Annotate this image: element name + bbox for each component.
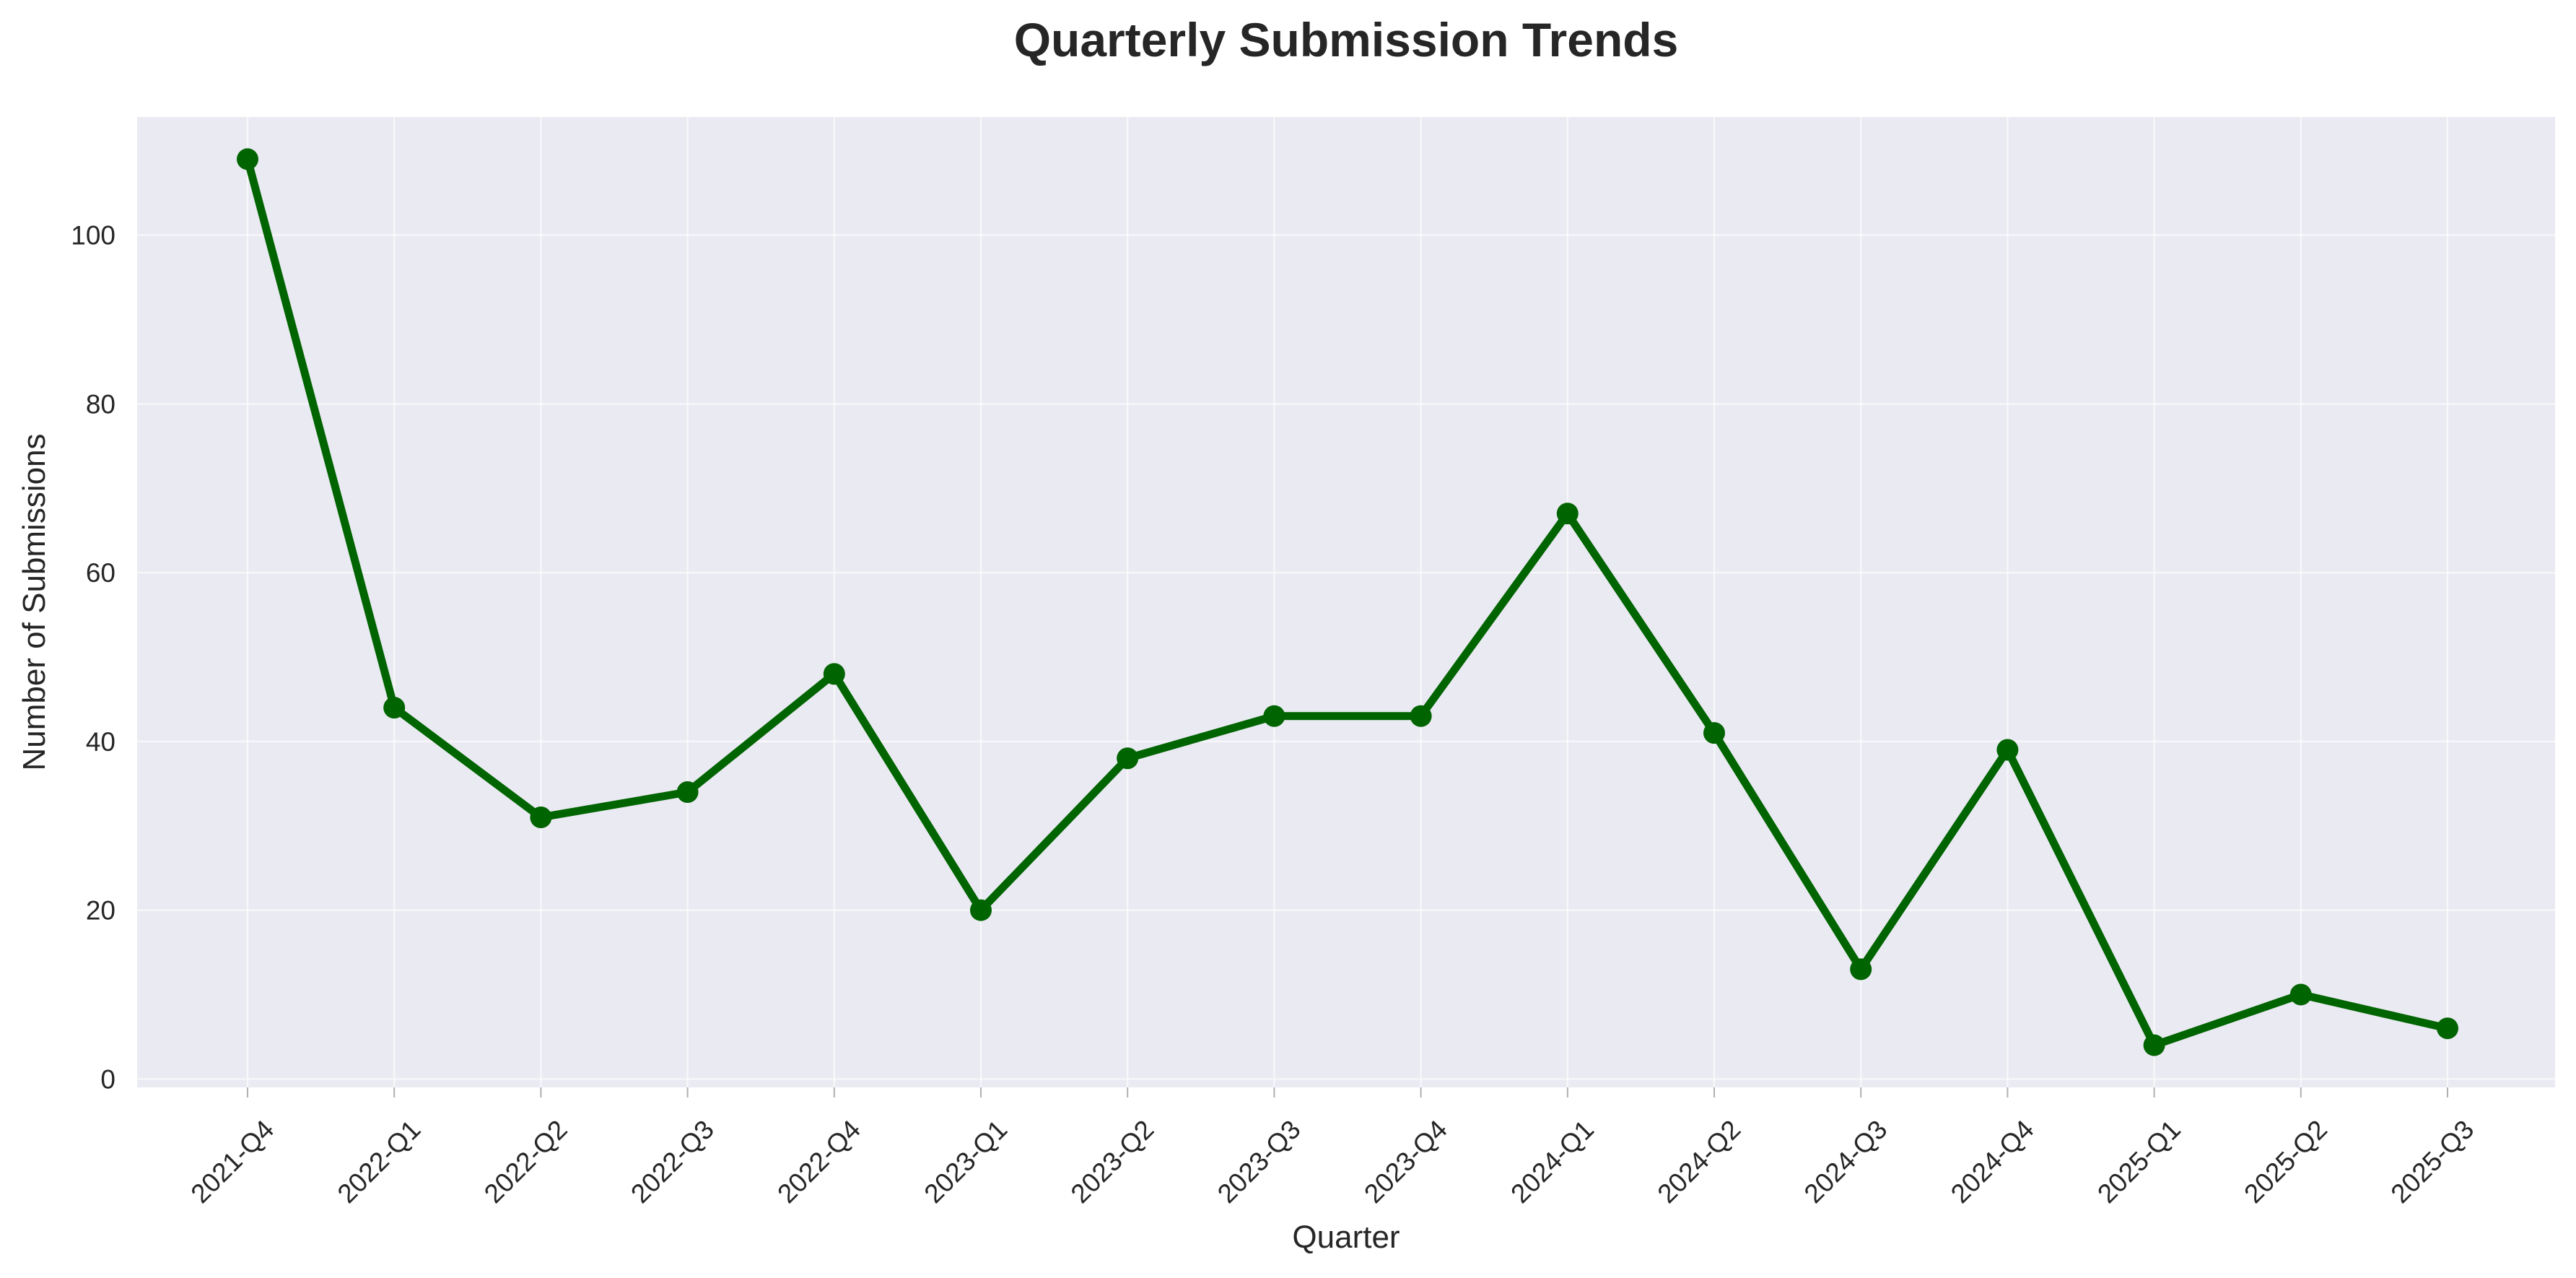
data-point [1117, 747, 1139, 770]
grid [137, 117, 2555, 1087]
data-point [1850, 958, 1872, 981]
data-point [530, 807, 552, 829]
x-tick-label: 2022-Q1 [332, 1114, 427, 1209]
data-point [383, 697, 406, 719]
data-points [237, 148, 2458, 1056]
data-point [823, 663, 845, 685]
data-point [1556, 503, 1579, 525]
x-tick-label: 2023-Q1 [919, 1114, 1013, 1209]
data-point [1410, 705, 1432, 727]
data-point [2289, 983, 2312, 1006]
y-tick-label: 100 [71, 221, 115, 251]
chart-title: Quarterly Submission Trends [1014, 13, 1679, 66]
data-point [676, 781, 699, 803]
data-point [1996, 739, 2019, 761]
x-tick-label: 2024-Q1 [1505, 1114, 1599, 1209]
x-tick-label: 2025-Q3 [2385, 1114, 2480, 1209]
data-point [1703, 722, 1725, 744]
x-tick-label: 2024-Q4 [1945, 1114, 2040, 1209]
x-tick-label: 2022-Q3 [625, 1114, 720, 1209]
y-tick-label: 0 [100, 1064, 115, 1094]
y-axis-ticks: 0 20 40 60 80 100 [71, 221, 115, 1095]
x-tick-label: 2025-Q2 [2238, 1114, 2333, 1209]
data-point [2437, 1017, 2458, 1040]
data-point [1263, 705, 1285, 727]
data-point [237, 148, 258, 170]
x-axis-ticks: 2021-Q4 2022-Q1 2022-Q2 2022-Q3 2022-Q4 2023-… [185, 1087, 2480, 1209]
y-tick-label: 80 [86, 389, 115, 419]
x-tick-label: 2023-Q2 [1065, 1114, 1160, 1209]
y-tick-label: 20 [86, 896, 115, 926]
y-tick-label: 60 [86, 558, 115, 588]
series-line [243, 155, 2452, 1050]
x-tick-label: 2022-Q2 [479, 1114, 573, 1209]
y-axis-label: Number of Submissions [17, 433, 52, 770]
x-tick-label: 2023-Q3 [1212, 1114, 1306, 1209]
x-axis-label: Quarter [1292, 1220, 1400, 1255]
data-point [970, 899, 992, 921]
x-tick-label: 2024-Q2 [1652, 1114, 1747, 1209]
data-point [2143, 1034, 2165, 1056]
y-tick-label: 40 [86, 727, 115, 757]
x-tick-label: 2021-Q4 [185, 1114, 280, 1209]
x-tick-label: 2022-Q4 [772, 1114, 866, 1209]
x-tick-label: 2025-Q1 [2092, 1114, 2186, 1209]
plot-area [137, 117, 2555, 1087]
x-tick-label: 2023-Q4 [1358, 1114, 1453, 1209]
x-tick-label: 2024-Q3 [1799, 1114, 1893, 1209]
